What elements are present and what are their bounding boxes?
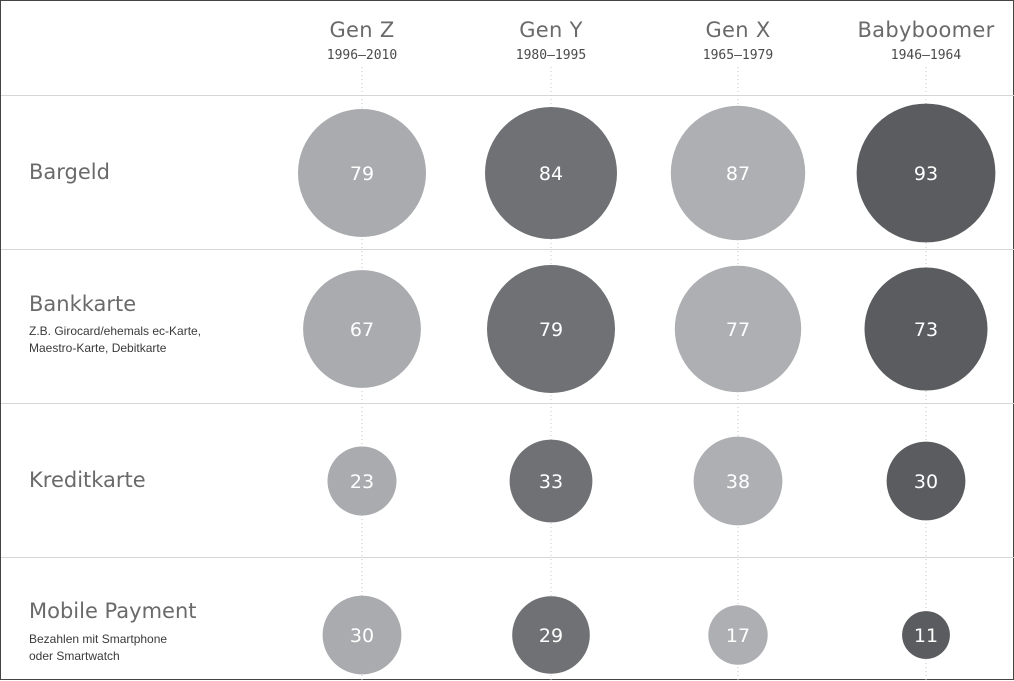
bubble <box>303 270 421 388</box>
column-header-gen-x: Gen X <box>705 18 771 42</box>
bubble <box>512 596 590 674</box>
bubble <box>693 436 783 526</box>
row-label-bargeld: Bargeld <box>29 160 110 184</box>
bubble <box>509 439 593 523</box>
bubble-value-label: 84 <box>539 163 563 185</box>
bubble <box>674 265 802 393</box>
bubble-value-label: 93 <box>914 163 938 185</box>
row-sublabel-mobile-payment: Bezahlen mit Smartphone oder Smartwatch <box>29 631 167 665</box>
bubble-value-label: 11 <box>914 625 938 647</box>
bubble-value-label: 30 <box>914 471 938 493</box>
bubble <box>856 103 996 243</box>
bubble <box>327 446 397 516</box>
bubble <box>886 441 966 521</box>
row-sublabel-line: Maestro-Karte, Debitkarte <box>29 341 167 355</box>
row-divider <box>1 557 1014 558</box>
row-divider <box>1 249 1014 250</box>
row-label-bankkarte: Bankkarte <box>29 292 137 316</box>
column-header-gen-z: Gen Z <box>329 18 395 42</box>
row-sublabel-bankkarte: Z.B. Girocard/ehemals ec-Karte, Maestro-… <box>29 323 201 357</box>
row-sublabel-line: Bezahlen mit Smartphone <box>29 632 168 646</box>
column-header-babyboomer: Babyboomer <box>857 18 995 42</box>
bubble <box>708 605 768 665</box>
bubble <box>902 611 950 659</box>
bubble <box>864 267 988 391</box>
bubble-value-label: 67 <box>350 319 374 341</box>
bubble <box>670 105 806 241</box>
bubble-value-label: 79 <box>350 163 374 185</box>
bubble <box>298 109 426 237</box>
bubble-value-label: 79 <box>539 319 563 341</box>
column-years-babyboomer: 1946–1964 <box>890 48 962 63</box>
bubble-value-label: 23 <box>350 471 374 493</box>
bubble-value-label: 29 <box>539 625 563 647</box>
bubble-value-label: 38 <box>726 471 750 493</box>
bubble <box>322 595 402 675</box>
row-sublabel-line: oder Smartwatch <box>29 649 120 663</box>
bubble-value-label: 73 <box>914 319 938 341</box>
bubble-value-label: 77 <box>726 319 750 341</box>
row-label-kreditkarte: Kreditkarte <box>29 468 146 492</box>
bubble-value-label: 30 <box>350 625 374 647</box>
bubble <box>485 107 617 239</box>
bubble-value-label: 87 <box>726 163 750 185</box>
column-years-gen-z: 1996–2010 <box>326 48 398 63</box>
row-sublabel-line: Z.B. Girocard/ehemals ec-Karte, <box>29 324 202 338</box>
bubble-value-label: 33 <box>539 471 563 493</box>
column-years-gen-x: 1965–1979 <box>702 48 774 63</box>
column-years-gen-y: 1980–1995 <box>515 48 587 63</box>
row-label-mobile-payment: Mobile Payment <box>29 599 197 623</box>
row-divider <box>1 403 1014 404</box>
bubble <box>487 265 615 393</box>
bubble-value-label: 17 <box>726 625 750 647</box>
column-header-gen-y: Gen Y <box>519 18 583 42</box>
row-divider <box>1 95 1014 96</box>
